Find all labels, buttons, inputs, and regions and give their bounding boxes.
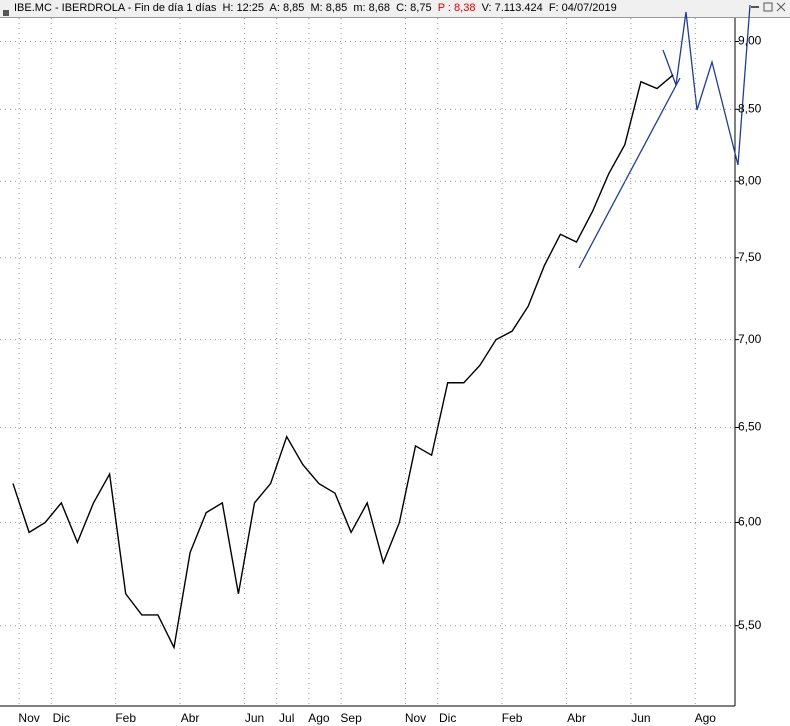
y-tick-label: 5,50 [738, 618, 762, 632]
x-tick-label: Abr [567, 711, 586, 725]
window-buttons [751, 2, 786, 12]
x-tick-label: Ago [308, 711, 330, 725]
x-tick-label: Dic [439, 711, 456, 725]
header-tail: V: 7.113.424 F: 04/07/2019 [481, 2, 617, 14]
minimize-button[interactable] [751, 6, 759, 8]
trend-line [578, 77, 681, 269]
header-prev: P : 8,38 [437, 2, 476, 14]
maximize-button[interactable] [763, 2, 773, 12]
x-tick-label: Jul [279, 711, 294, 725]
y-tick-label: 6,50 [738, 420, 762, 434]
arrow-path [662, 4, 751, 166]
x-tick-label: Feb [115, 711, 136, 725]
y-tick-label: 8,50 [738, 101, 762, 115]
x-tick-label: Nov [405, 711, 426, 725]
x-tick-label: Jun [245, 711, 264, 725]
x-tick-label: Sep [340, 711, 362, 725]
x-tick-label: Dic [53, 711, 70, 725]
price-line [12, 74, 674, 650]
frame [0, 18, 790, 726]
x-tick-label: Feb [502, 711, 523, 725]
close-button[interactable] [776, 2, 786, 12]
x-tick-label: Ago [695, 711, 717, 725]
y-tick-label: 8,00 [738, 173, 762, 187]
title-bar: IBE.MC - IBERDROLA - Fin de día 1 días H… [0, 0, 790, 18]
y-tick-label: 7,50 [738, 250, 762, 264]
handle [3, 10, 9, 16]
x-tick-label: Jun [631, 711, 650, 725]
x-tick-label: Abr [181, 711, 200, 725]
header-info: IBE.MC - IBERDROLA - Fin de día 1 días H… [14, 2, 432, 14]
y-tick-label: 9,00 [738, 34, 762, 48]
projection [578, 4, 751, 269]
y-tick-label: 7,00 [738, 332, 762, 346]
x-tick-label: Nov [18, 711, 39, 725]
y-tick-label: 6,00 [738, 515, 762, 529]
